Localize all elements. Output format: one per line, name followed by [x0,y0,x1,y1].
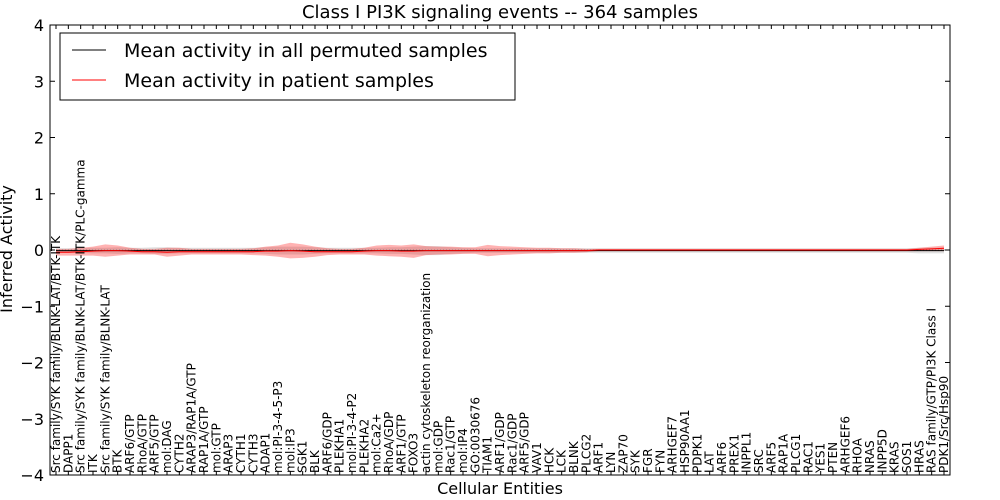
x-tick-label: RAP1A/GTP [197,406,211,473]
chart-title: Class I PI3K signaling events -- 364 sam… [302,2,698,23]
x-tick-label: DAPP1 [61,434,75,473]
x-tick-label: HSP90AA1 [678,409,692,473]
x-axis-label: Cellular Entities [437,479,563,498]
legend-box [59,32,516,101]
x-tick-label: ARHGEF6 [838,416,852,473]
x-tick-label: CYTH2 [172,434,186,474]
x-tick-label: BLNK [567,440,581,473]
x-tick-label: ARF5/GDP [518,412,532,473]
x-tick-label: ARAP3/RAP1A/GTP [185,363,199,473]
x-tick-label: Rac1/GTP [444,416,458,473]
x-tick-label: SYK [629,449,643,473]
x-tick-label: RAP1A [777,433,791,473]
x-tick-label: INPP5D [875,429,889,473]
legend: Mean activity in all permuted samples Me… [59,32,516,101]
x-tick-label: mol:PI-3-4-P2 [345,393,359,473]
x-tick-label: ARF5/GTP [148,414,162,473]
x-tick-label: ITK [86,453,100,473]
x-tick-label: KRAS [888,441,902,473]
x-tick-label: ARHGEF7 [666,416,680,473]
x-tick-label: PLEKHA1 [333,419,347,473]
x-tick-label: HCK [542,447,556,473]
x-tick-label: HRAS [912,440,926,473]
x-tick-label: mol:GTP [209,423,223,473]
x-tick-label: PTEN [826,442,840,473]
x-tick-label: GO:0030676 [468,397,482,473]
x-tick-label: PLEKHA2 [357,419,371,473]
x-tick-label: mol:IP4 [456,428,470,473]
x-tick-label: RAC1 [801,441,815,473]
x-tick-label: LAT [703,451,717,473]
legend-label-patient: Mean activity in patient samples [124,70,434,92]
x-tick-label: PLCG1 [789,434,803,473]
x-tick-label: ARF1/GDP [493,412,507,473]
y-tick-label: −1 [20,297,44,316]
x-tick-label: SGK1 [296,441,310,473]
y-axis-label: Inferred Activity [0,185,16,313]
x-tick-label: RhoA/GTP [135,414,149,473]
x-tick-label: ARF6/GTP [123,414,137,473]
x-tick-label: ARF1 [592,442,606,473]
x-tick-label: PDK1/Src/Hsp90 [937,376,951,473]
x-tick-label: SOS1 [900,441,914,473]
x-tick-label: VAV1 [530,442,544,473]
x-tick-label: YES1 [814,443,828,474]
x-tick-label: mol:GDP [431,421,445,473]
x-tick-label: NRAS [863,440,877,473]
x-tick-label: ARF6/GDP [320,412,334,473]
x-tick-label: FYN [653,450,667,473]
y-tick-label: −3 [20,410,44,429]
x-tick-label: mol:PI-3-4-5-P3 [271,381,285,473]
x-tick-label: ARAP3 [222,434,236,473]
series-line-patient [56,247,945,253]
x-tick-label: BTK [111,448,125,473]
y-tick-label: 0 [34,241,44,260]
x-tick-label: RAS family/GTP/PI3K Class I [925,308,939,473]
x-tick-label: BLK [308,449,322,473]
y-tick-label: 3 [34,72,44,91]
y-tick-label: −4 [20,466,44,485]
y-tick-label: −2 [20,354,44,373]
legend-label-permuted: Mean activity in all permuted samples [124,40,487,62]
x-tick-label: Src family/SYK family/BLNK-LAT [98,284,112,473]
x-tick-label: mol:IP3 [283,428,297,473]
x-tick-label: ZAP70 [616,434,630,473]
x-tick-label: PREX1 [727,434,741,473]
x-tick-label: INPPL1 [740,432,754,473]
x-tick-label: PDPK1 [690,434,704,473]
plot-area: −4 −3 −2 −1 0 1 2 3 4 Src family/SYK family/BLNK-… [20,16,951,485]
x-tick-label: RhoA/GDP [382,412,396,473]
x-tick-label: RHOA [851,437,865,473]
x-tick-label: ARF5 [764,442,778,473]
x-tick-label: SRC [752,449,766,473]
x-tick-label: ARF6 [715,442,729,473]
x-tick-label: CYTH3 [246,434,260,474]
x-tick-label: mol:Ca2+ [370,413,384,473]
y-tick-label: 4 [34,16,44,35]
x-tick-label: PLCG2 [579,434,593,473]
x-tick-label: ARF1/GTP [394,414,408,473]
x-tick-label: CYTH1 [234,434,248,474]
x-tick-label: FOXO3 [407,433,421,473]
y-tick-label: 1 [34,185,44,204]
x-tick-label: TIAM1 [481,436,495,474]
x-tick-label: FGR [641,448,655,473]
y-tick-label: 2 [34,129,44,148]
x-tick-label: Src family/SYK family/BLNK-LAT/BTK-ITK/P… [74,159,88,473]
x-tick-label: LCK [555,449,569,473]
x-tick-label: ADAP1 [259,433,273,473]
x-tick-label: actin cytoskeleton reorganization [419,273,433,473]
x-tick-label: Src family/SYK family/BLNK-LAT/BTK-ITK [49,235,63,473]
x-tick-label: mol:DAG [160,420,174,473]
x-tick-label: Rac1/GDP [505,414,519,473]
x-tick-label: LYN [604,452,618,473]
